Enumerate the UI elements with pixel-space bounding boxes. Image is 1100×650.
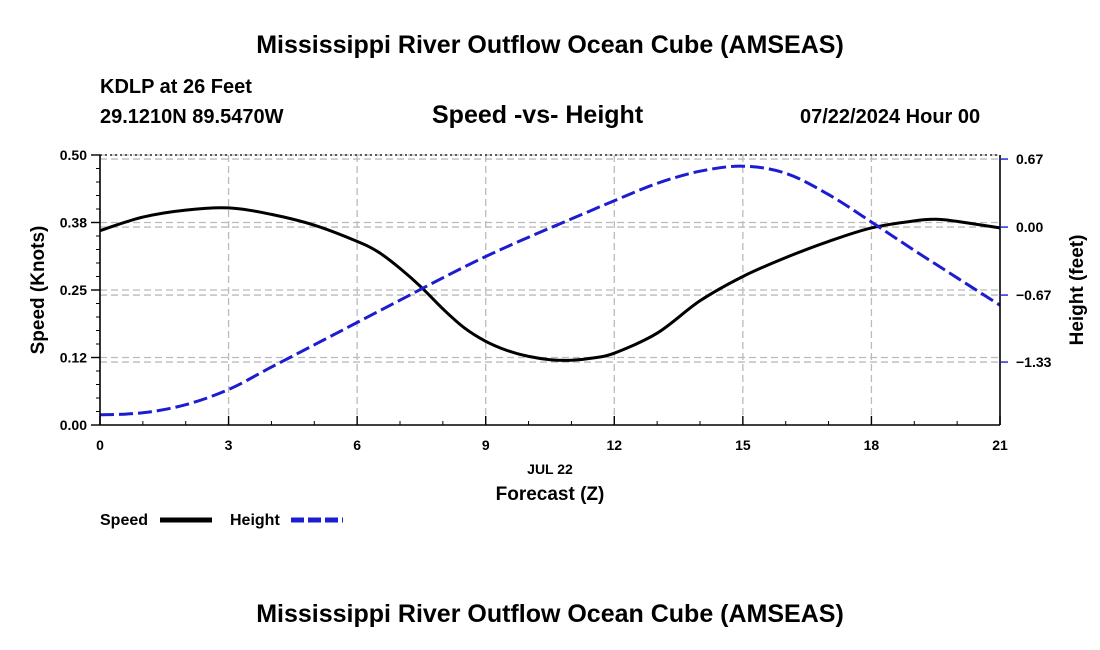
y-tick-label: 0.50 — [60, 147, 87, 163]
x-tick-label: 0 — [96, 437, 104, 453]
datetime-label: 07/22/2024 Hour 00 — [800, 106, 981, 128]
main-title: Mississippi River Outflow Ocean Cube (AM… — [256, 31, 844, 59]
y-tick-label: 0.25 — [60, 282, 87, 298]
x-tick-label: 21 — [992, 437, 1008, 453]
series-line-speed — [99, 206, 1001, 362]
series-line-height — [99, 164, 1001, 417]
x-tick-label: 12 — [606, 437, 622, 453]
station-label: KDLP at 26 Feet — [100, 76, 252, 98]
y-axis-label: Speed (Knots) — [28, 226, 49, 355]
x-tick-label: 15 — [735, 437, 751, 453]
y2-tick-label: 0.67 — [1016, 151, 1043, 167]
x-tick-label: 6 — [353, 437, 361, 453]
y2-axis-label: Height (feet) — [1067, 235, 1088, 346]
y-tick-label: 0.00 — [60, 417, 87, 433]
y-tick-label: 0.12 — [60, 350, 87, 366]
y2-tick-label: −0.67 — [1016, 287, 1052, 303]
legend: Speed Height — [100, 512, 343, 529]
legend-label-speed: Speed — [100, 512, 148, 529]
coordinates-label: 29.1210N 89.5470W — [100, 106, 284, 128]
x-axis-date-label: JUL 22 — [527, 461, 573, 477]
x-axis-label: Forecast (Z) — [496, 484, 605, 505]
x-tick-label: 3 — [225, 437, 233, 453]
y2-tick-label: −1.33 — [1016, 354, 1052, 370]
chart-title: Speed -vs- Height — [432, 101, 644, 129]
y-tick-label: 0.38 — [60, 215, 87, 231]
y2-tick-label: 0.00 — [1016, 219, 1043, 235]
legend-label-height: Height — [230, 512, 280, 529]
speed-height-chart: 0 3 6 9 12 15 18 21 0.00 0.12 0.25 0.38 0.50 0.67 0.00… — [28, 147, 1088, 529]
x-tick-label: 18 — [864, 437, 880, 453]
x-tick-label: 9 — [482, 437, 490, 453]
footer-title: Mississippi River Outflow Ocean Cube (AM… — [256, 600, 844, 628]
